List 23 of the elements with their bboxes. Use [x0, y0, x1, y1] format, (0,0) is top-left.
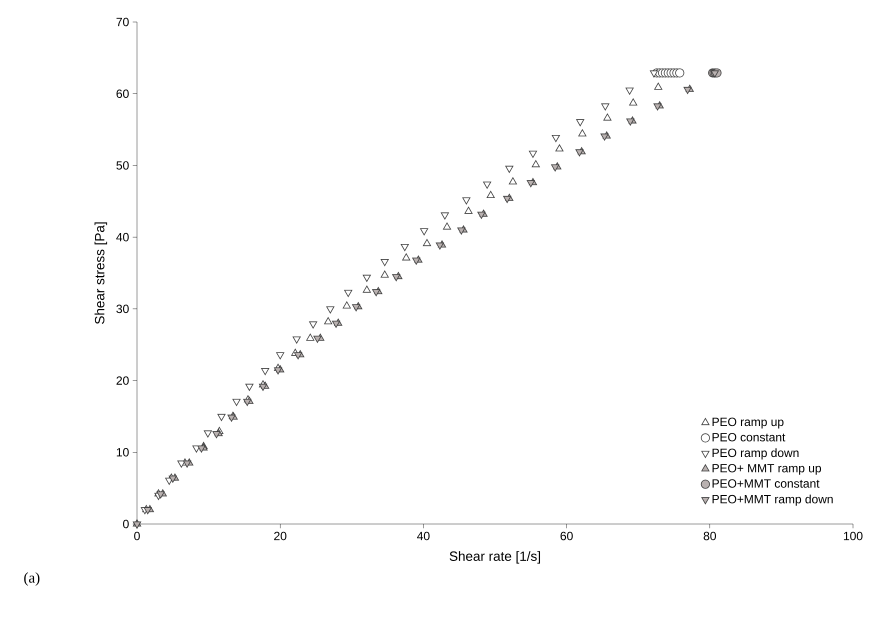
y-tick-label: 40 — [116, 232, 129, 242]
legend-label: PEO+MMT constant — [712, 479, 820, 488]
x-tick-label: 20 — [274, 532, 286, 540]
y-tick-label: 70 — [116, 18, 129, 26]
y-tick-label: 60 — [116, 89, 129, 98]
legend-label: PEO constant — [712, 432, 786, 442]
y-tick-label: 0 — [123, 520, 129, 528]
y-tick-label: 30 — [116, 304, 129, 314]
x-axis-title: Shear rate [1/s] — [450, 551, 540, 564]
y-tick-label: 20 — [116, 376, 129, 385]
text: (a) — [24, 572, 40, 586]
legend-label: PEO ramp down — [712, 448, 799, 460]
x-tick-label: 60 — [560, 532, 573, 540]
legend-label: PEO ramp up — [712, 418, 784, 428]
y-tick-label: 50 — [116, 161, 129, 170]
x-tick-label: 40 — [417, 532, 430, 540]
legend-label: PEO+MMT ramp down — [712, 494, 833, 506]
x-tick-label: 0 — [134, 532, 140, 540]
x-tick-label: 80 — [704, 532, 716, 540]
y-axis-title: Shear stress [Pa] — [94, 222, 108, 324]
legend-label: PEO+ MMT ramp up — [712, 464, 822, 475]
y-tick-label: 10 — [116, 448, 129, 457]
x-tick-label: 100 — [844, 532, 863, 540]
